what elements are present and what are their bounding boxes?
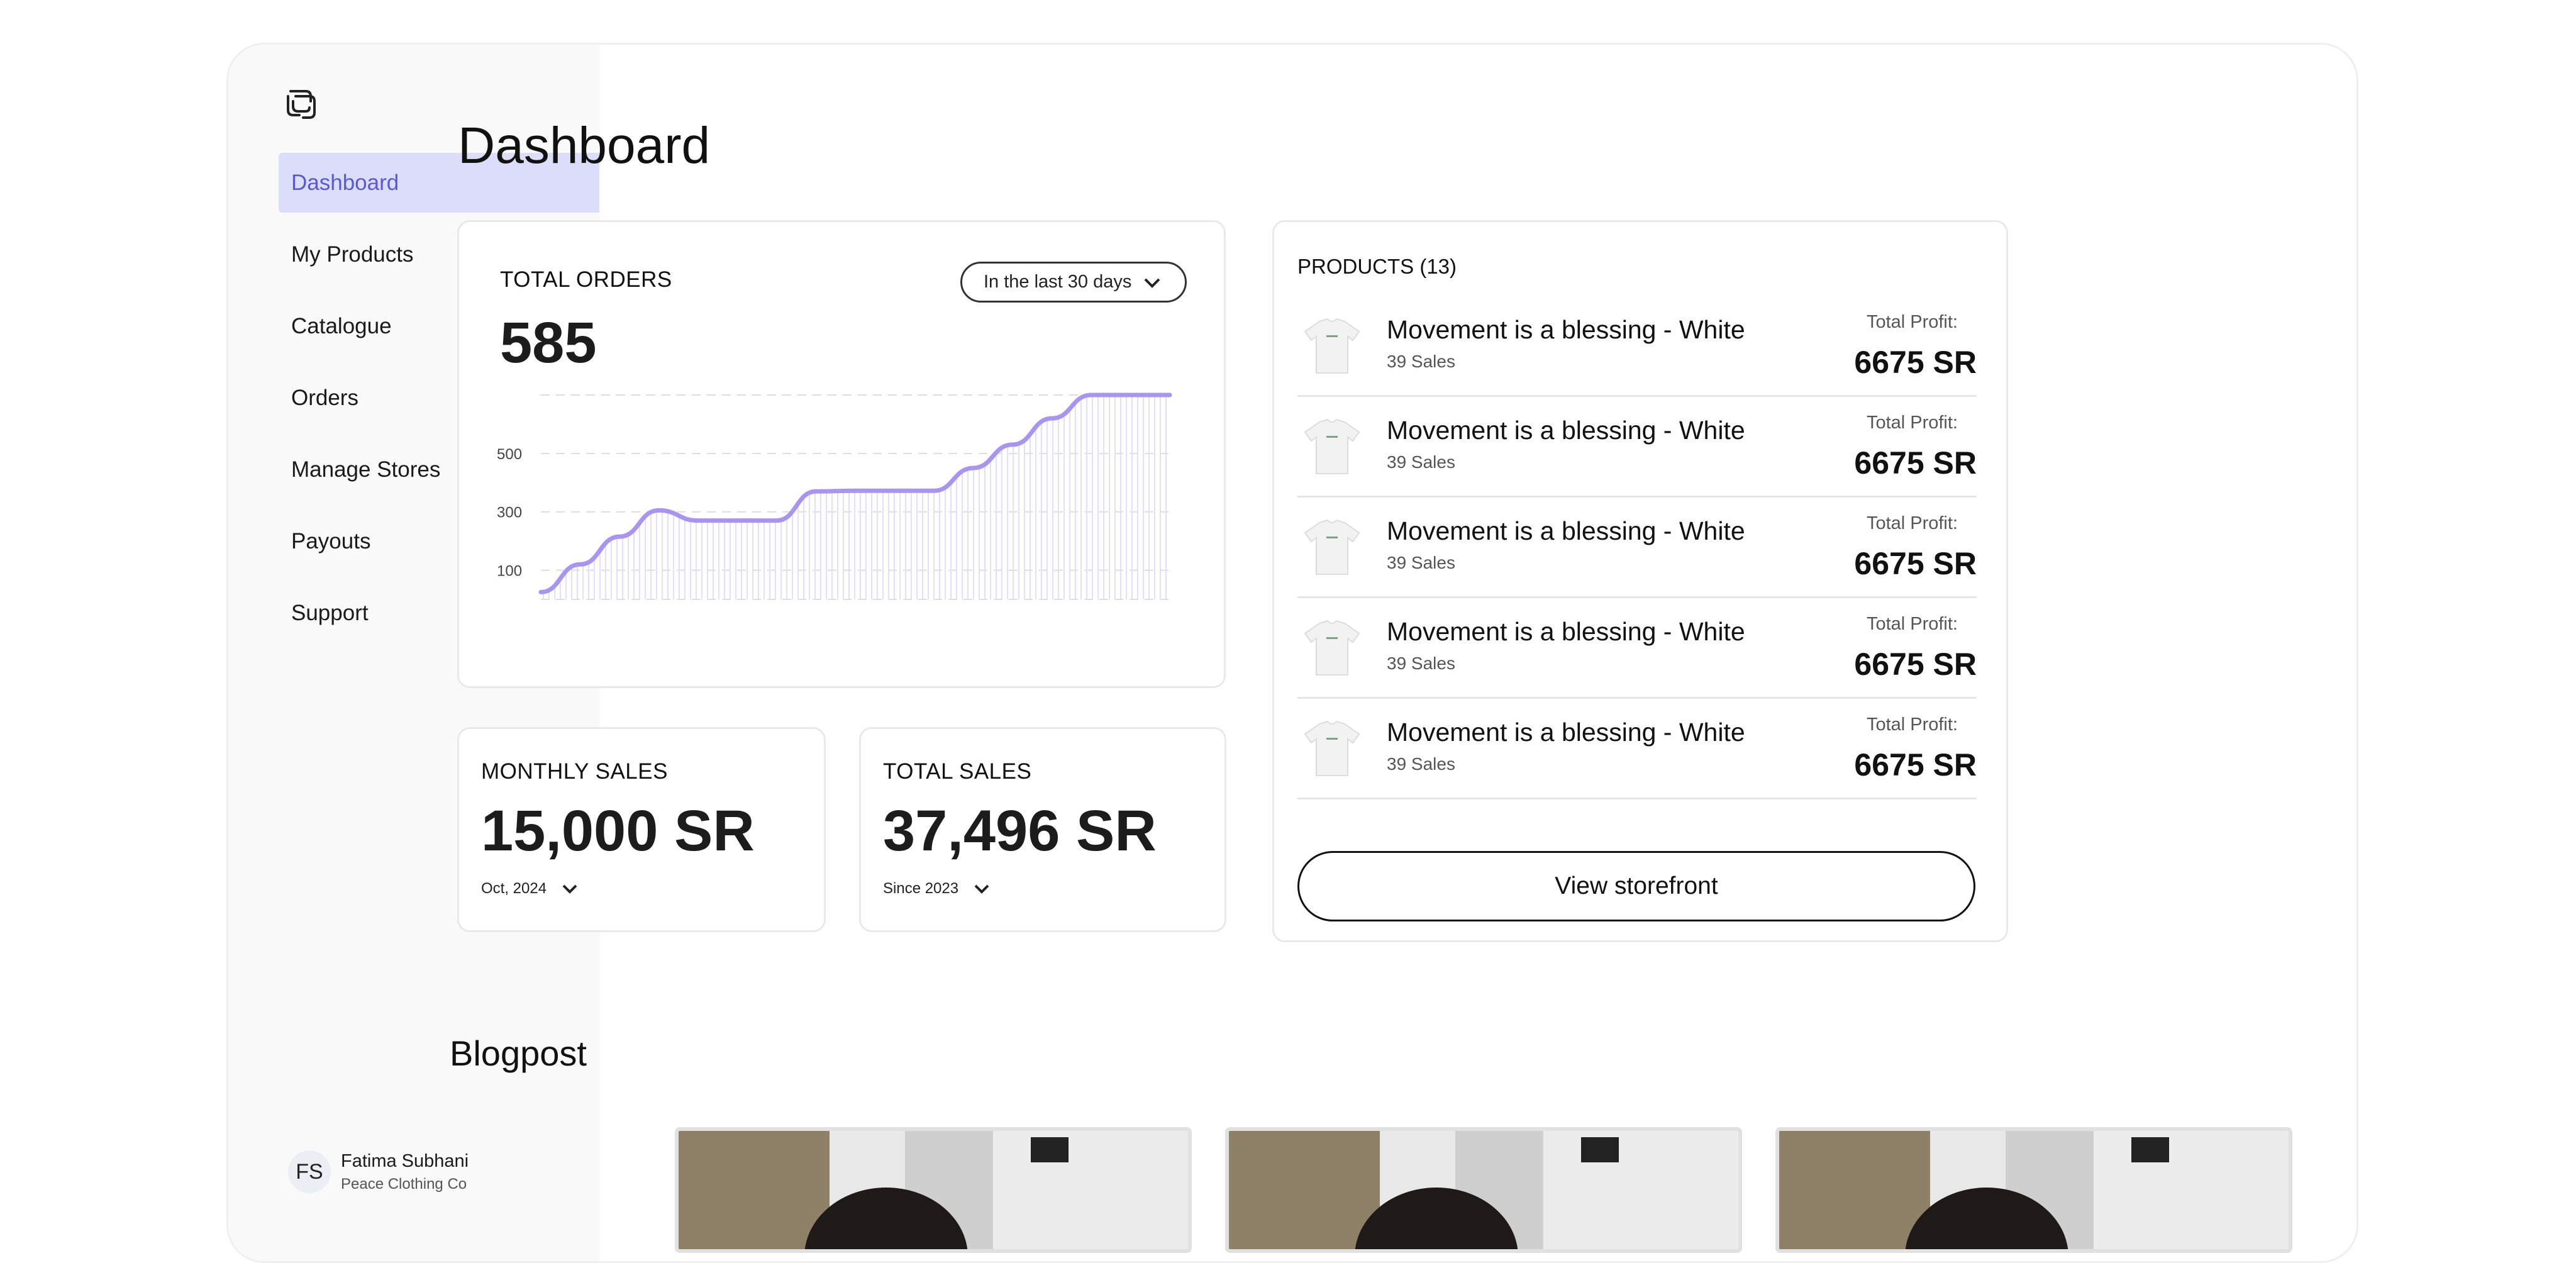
- product-sales: 39 Sales: [1387, 553, 1455, 572]
- product-profit-label: Total Profit:: [1866, 312, 1958, 332]
- product-sales: 39 Sales: [1387, 754, 1455, 774]
- product-profit: 6675 SR: [1854, 445, 1977, 481]
- product-sales: 39 Sales: [1387, 654, 1455, 673]
- sidebar-item-support[interactable]: Support: [291, 600, 369, 625]
- product-profit: 6675 SR: [1854, 647, 1977, 682]
- product-profit-label: Total Profit:: [1866, 715, 1958, 735]
- total-orders-value: 585: [500, 311, 597, 375]
- sidebar-item-orders[interactable]: Orders: [291, 385, 358, 410]
- product-row[interactable]: Movement is a blessing - White 39 Sales …: [1297, 397, 1977, 498]
- avatar: FS: [288, 1150, 331, 1193]
- monthly-sales-filter-label: Oct, 2024: [481, 880, 547, 897]
- blog-image: [1229, 1131, 1738, 1249]
- page-title: Dashboard: [458, 117, 711, 174]
- blog-image: [1779, 1131, 2289, 1249]
- product-name: Movement is a blessing - White: [1387, 516, 1745, 545]
- sidebar-item-payouts[interactable]: Payouts: [291, 528, 371, 554]
- tshirt-thumbnail: [1304, 418, 1360, 474]
- view-storefront-button[interactable]: View storefront: [1297, 851, 1975, 921]
- user-profile[interactable]: FS Fatima Subhani Peace Clothing Co: [288, 1150, 469, 1193]
- total-sales-card: TOTAL SALES 37,496 SR Since 2023: [859, 727, 1226, 932]
- date-range-select[interactable]: In the last 30 days: [960, 262, 1187, 303]
- chart-y-tick-label: 500: [497, 446, 522, 463]
- blog-image: [679, 1131, 1188, 1249]
- blog-card[interactable]: [675, 1127, 1192, 1253]
- chevron-down-icon: [1144, 278, 1160, 288]
- product-row[interactable]: Movement is a blessing - White 39 Sales …: [1297, 598, 1977, 699]
- sidebar-item-dashboard[interactable]: Dashboard: [279, 153, 599, 213]
- product-name: Movement is a blessing - White: [1387, 416, 1745, 445]
- tshirt-thumbnail: [1304, 519, 1360, 575]
- total-orders-card: TOTAL ORDERS 585 In the last 30 days 500…: [457, 220, 1226, 688]
- chart-y-tick-label: 100: [497, 563, 522, 580]
- total-sales-label: TOTAL SALES: [883, 759, 1032, 784]
- product-row[interactable]: Movement is a blessing - White 39 Sales …: [1297, 699, 1977, 799]
- products-card: PRODUCTS (13) Movement is a blessing - W…: [1272, 220, 2008, 942]
- chevron-down-icon: [562, 884, 577, 894]
- total-sales-filter[interactable]: Since 2023: [883, 880, 990, 898]
- monthly-sales-label: MONTHLY SALES: [481, 759, 668, 784]
- product-sales: 39 Sales: [1387, 452, 1455, 472]
- chart-series-line: [538, 392, 1172, 594]
- brand-logo-icon[interactable]: [282, 85, 319, 123]
- product-row[interactable]: Movement is a blessing - White 39 Sales …: [1297, 498, 1977, 598]
- tshirt-thumbnail: [1304, 318, 1360, 374]
- user-store-name: Peace Clothing Co: [341, 1175, 467, 1193]
- product-profit-label: Total Profit:: [1866, 614, 1958, 634]
- blog-card[interactable]: [1775, 1127, 2292, 1253]
- total-orders-label: TOTAL ORDERS: [500, 267, 672, 292]
- date-range-label: In the last 30 days: [984, 272, 1132, 292]
- monthly-sales-value: 15,000 SR: [481, 799, 755, 863]
- chart-area-fill: [541, 395, 1170, 599]
- orders-chart: 500 300 100: [497, 392, 1172, 600]
- product-profit: 6675 SR: [1854, 747, 1977, 782]
- product-name: Movement is a blessing - White: [1387, 315, 1745, 344]
- sidebar-item-catalogue[interactable]: Catalogue: [291, 313, 392, 338]
- total-sales-filter-label: Since 2023: [883, 880, 959, 897]
- chart-y-tick-label: 300: [497, 504, 522, 521]
- user-name: Fatima Subhani: [341, 1150, 469, 1171]
- sidebar-item-manage-stores[interactable]: Manage Stores: [291, 457, 441, 482]
- product-profit: 6675 SR: [1854, 345, 1977, 380]
- product-row[interactable]: Movement is a blessing - White 39 Sales …: [1297, 296, 1977, 397]
- product-profit-label: Total Profit:: [1866, 513, 1958, 533]
- total-sales-value: 37,496 SR: [883, 799, 1157, 863]
- products-title: PRODUCTS (13): [1297, 255, 1457, 278]
- product-name: Movement is a blessing - White: [1387, 718, 1745, 747]
- tshirt-thumbnail: [1304, 720, 1360, 776]
- monthly-sales-card: MONTHLY SALES 15,000 SR Oct, 2024: [457, 727, 826, 932]
- monthly-sales-filter[interactable]: Oct, 2024: [481, 880, 578, 898]
- product-name: Movement is a blessing - White: [1387, 617, 1745, 646]
- sidebar-item-my-products[interactable]: My Products: [291, 242, 414, 267]
- product-sales: 39 Sales: [1387, 352, 1455, 371]
- blog-section-title: Blogpost: [450, 1033, 587, 1073]
- product-profit: 6675 SR: [1854, 546, 1977, 581]
- chevron-down-icon: [974, 884, 989, 894]
- product-profit-label: Total Profit:: [1866, 413, 1958, 433]
- tshirt-thumbnail: [1304, 620, 1360, 676]
- blog-card[interactable]: [1225, 1127, 1742, 1253]
